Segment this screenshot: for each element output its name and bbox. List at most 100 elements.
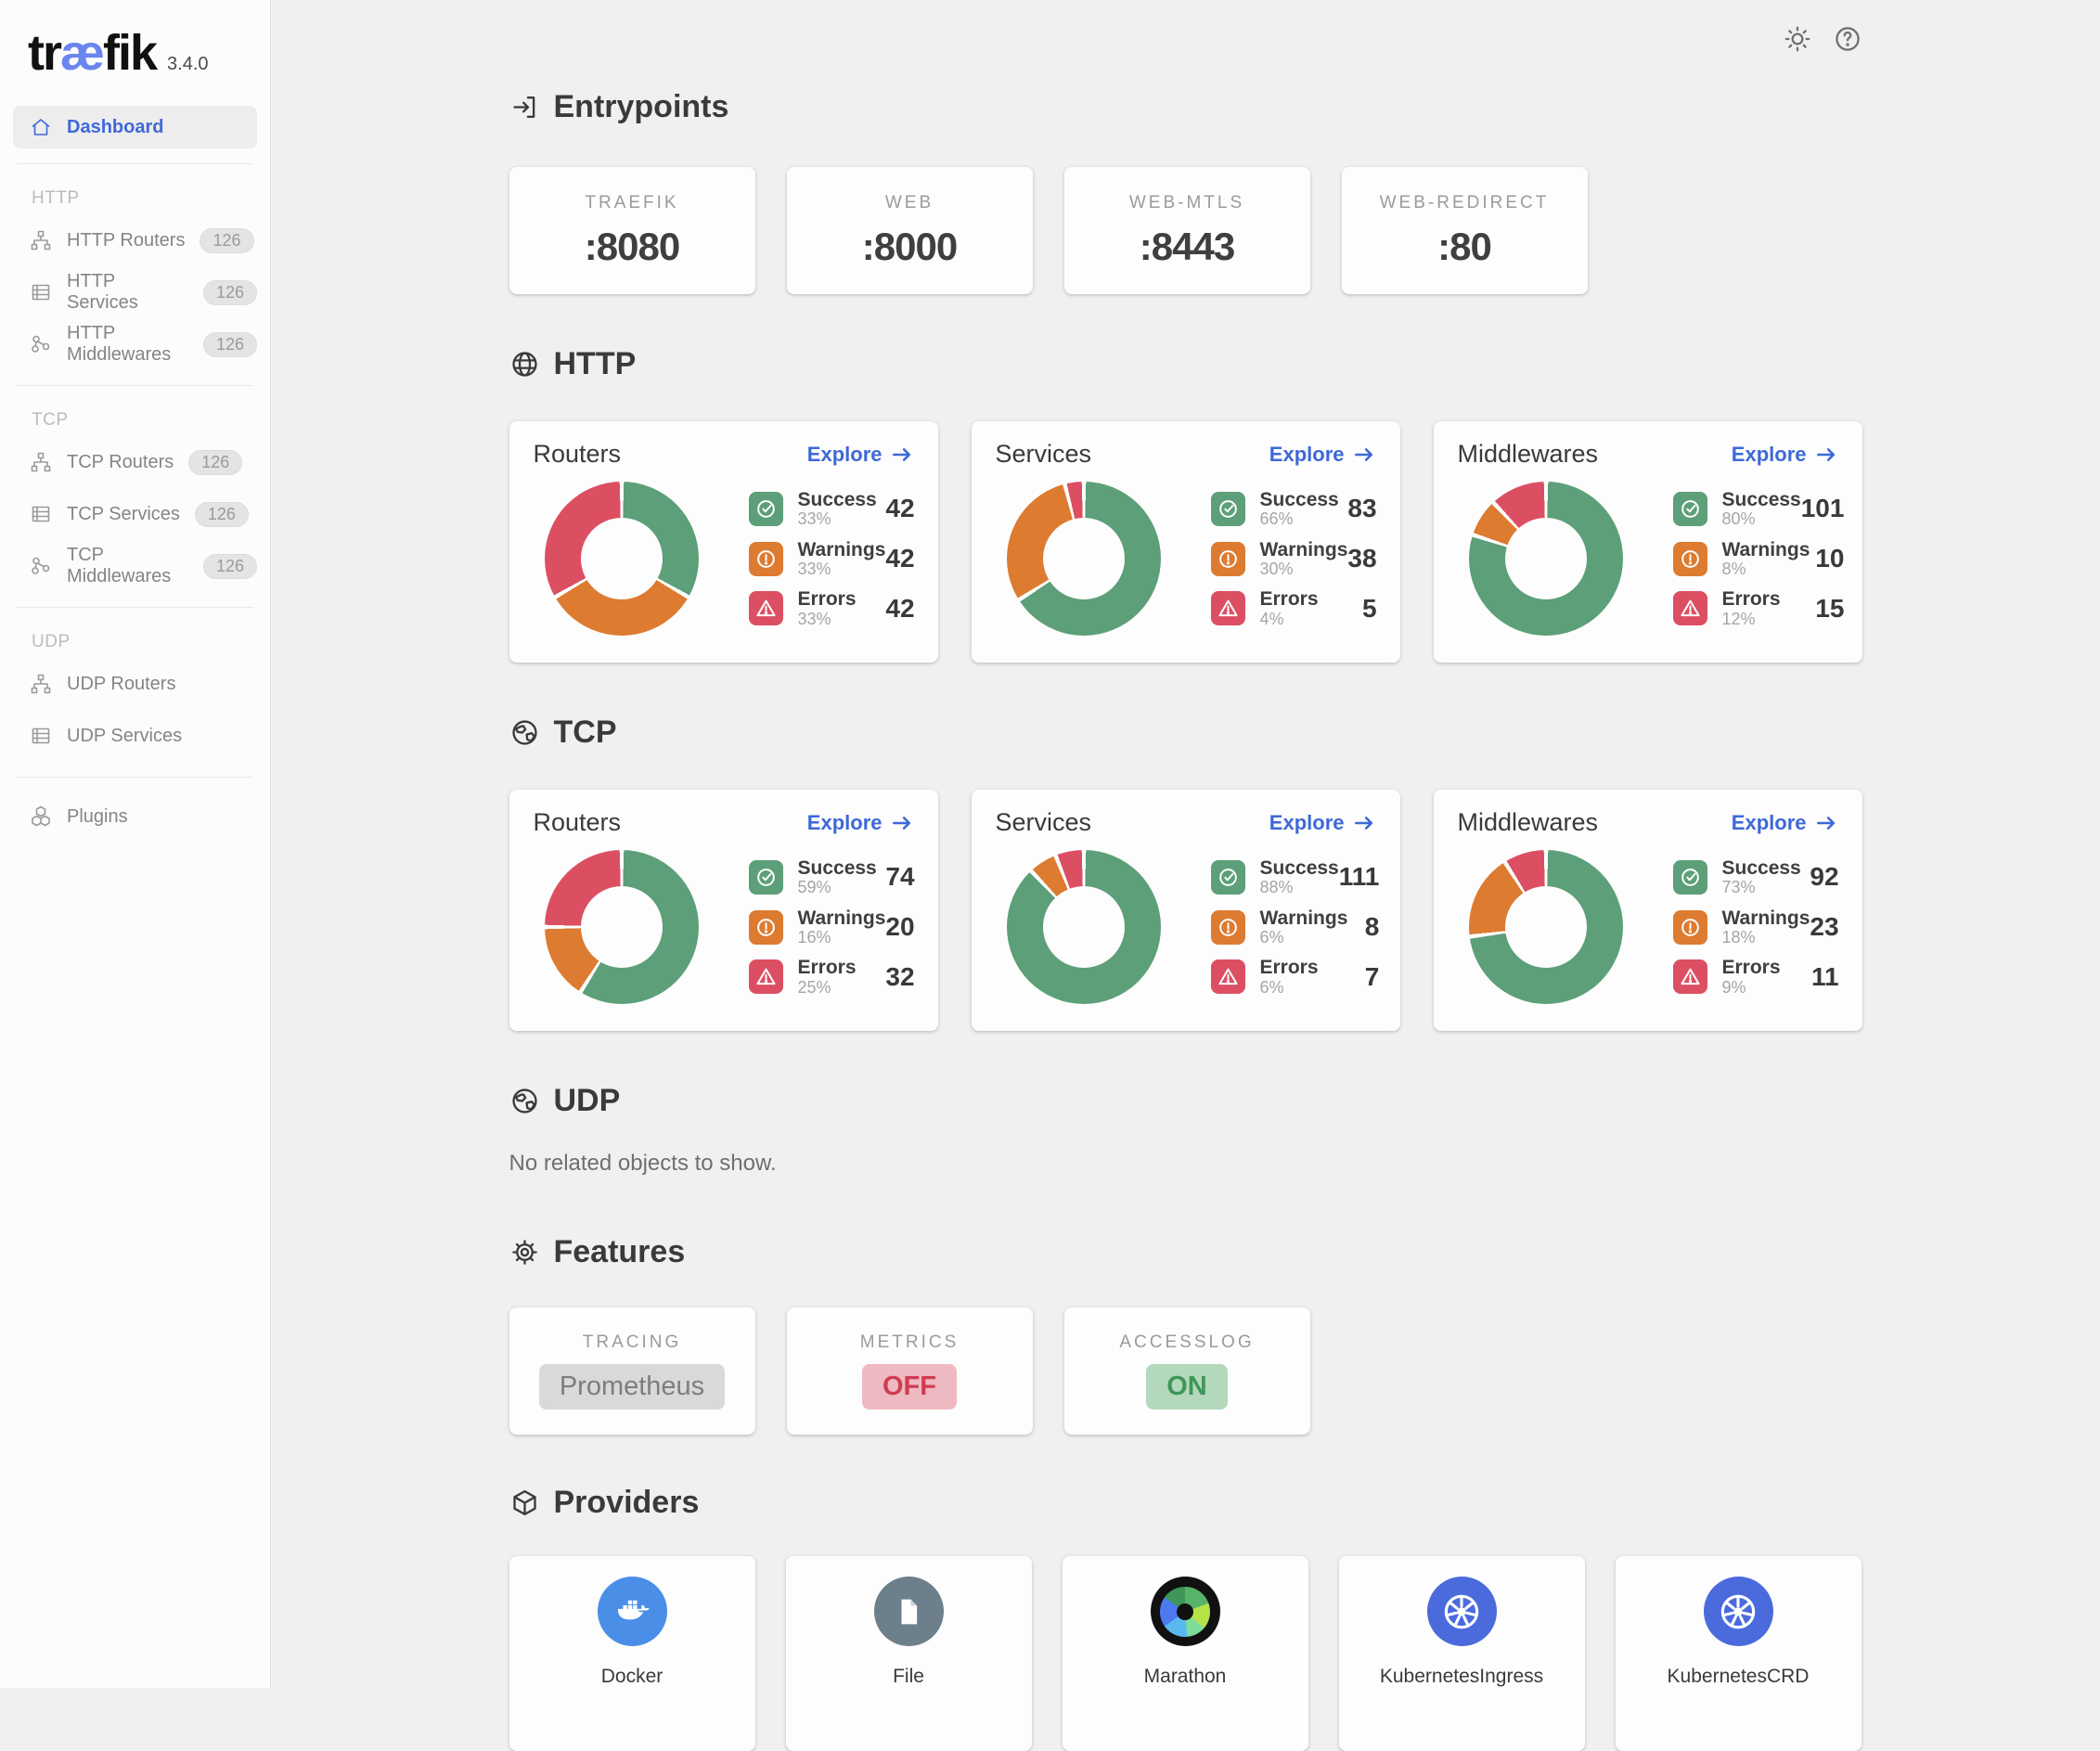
status-donut-chart: [1469, 850, 1623, 1004]
success-icon: [1673, 860, 1707, 895]
http-heading: HTTP: [509, 346, 1862, 382]
sidebar-group-http: HTTP: [13, 164, 257, 214]
status-legend: Success 33% 42 Warnings 33% 42: [749, 490, 921, 628]
traefik-logo: træfik: [28, 24, 156, 82]
arrow-right-icon: [1814, 811, 1838, 835]
provider-card-file: File: [786, 1556, 1032, 1751]
warning-icon: [1673, 542, 1707, 576]
arrow-right-icon: [890, 811, 914, 835]
feature-card-tracing: TRACING Prometheus: [509, 1307, 755, 1435]
sidebar-item-tcp-services[interactable]: TCP Services 126: [13, 488, 257, 540]
legend-row-error: Errors 9% 11: [1673, 958, 1845, 996]
legend-row-success: Success 80% 101: [1673, 490, 1850, 528]
tcp-routers-card: Routers Explore Success 59% 74: [509, 790, 938, 1031]
home-icon: [30, 116, 52, 138]
warning-icon: [1211, 542, 1245, 576]
explore-link[interactable]: Explore: [807, 811, 914, 835]
legend-row-warning: Warnings 6% 8: [1211, 908, 1385, 946]
card-title: Routers: [534, 440, 622, 469]
warning-icon: [749, 910, 783, 945]
status-legend: Success 66% 83 Warnings 30% 38: [1211, 490, 1383, 628]
tcp-middlewares-card: Middlewares Explore Success 73% 92: [1434, 790, 1862, 1031]
sidebar-item-udp-services[interactable]: UDP Services: [13, 710, 257, 762]
sidebar-item-plugins[interactable]: Plugins: [13, 791, 257, 843]
package-icon: [509, 1487, 540, 1518]
app-logo: træfik 3.4.0: [0, 0, 270, 82]
success-icon: [749, 860, 783, 895]
routers-icon: [30, 451, 52, 473]
sidebar-item-tcp-middlewares[interactable]: TCP Middlewares 126: [13, 540, 257, 592]
http-routers-card: Routers Explore Success 33% 42: [509, 421, 938, 663]
count-badge: 126: [203, 280, 257, 305]
providers-heading: Providers: [509, 1485, 1862, 1521]
error-icon: [1673, 959, 1707, 994]
explore-link[interactable]: Explore: [807, 443, 914, 467]
count-badge: 126: [195, 502, 249, 527]
warning-icon: [1211, 910, 1245, 945]
legend-row-success: Success 33% 42: [749, 490, 921, 528]
middlewares-icon: [30, 333, 52, 355]
topbar-icons: [1783, 24, 1862, 54]
explore-link[interactable]: Explore: [1732, 811, 1838, 835]
entrypoints-heading: Entrypoints: [509, 0, 1862, 125]
provider-card-docker: Docker: [509, 1556, 755, 1751]
sidebar-group-udp: UDP: [13, 608, 257, 658]
arrow-right-icon: [890, 443, 914, 467]
entrypoint-card-web: WEB :8000: [787, 167, 1033, 294]
legend-row-error: Errors 4% 5: [1211, 589, 1383, 627]
sidebar-item-http-services[interactable]: HTTP Services 126: [13, 266, 257, 318]
explore-link[interactable]: Explore: [1269, 443, 1376, 467]
routers-icon: [30, 229, 52, 251]
services-icon: [30, 503, 52, 525]
sidebar-item-udp-routers[interactable]: UDP Routers: [13, 658, 257, 710]
sidebar-item-dashboard[interactable]: Dashboard: [13, 106, 257, 148]
services-icon: [30, 281, 52, 303]
count-badge: 126: [200, 228, 253, 253]
provider-card-marathon: Marathon: [1063, 1556, 1308, 1751]
http-middlewares-card: Middlewares Explore Success 80% 101: [1434, 421, 1862, 663]
sidebar-group-tcp: TCP: [13, 386, 257, 436]
success-icon: [749, 492, 783, 526]
legend-row-success: Success 88% 111: [1211, 858, 1385, 896]
explore-link[interactable]: Explore: [1269, 811, 1376, 835]
entrypoint-card-web-redirect: WEB-REDIRECT :80: [1342, 167, 1588, 294]
error-icon: [749, 959, 783, 994]
feature-value-badge: Prometheus: [539, 1364, 725, 1410]
sidebar-item-tcp-routers[interactable]: TCP Routers 126: [13, 436, 257, 488]
arrow-right-icon: [1352, 443, 1376, 467]
entrypoint-port: :8080: [585, 225, 679, 269]
legend-row-error: Errors 33% 42: [749, 589, 921, 627]
middlewares-icon: [30, 555, 52, 577]
feature-value-badge: ON: [1146, 1364, 1228, 1410]
provider-card-kubernetesingress: KubernetesIngress: [1339, 1556, 1585, 1751]
legend-row-error: Errors 12% 15: [1673, 589, 1850, 627]
services-icon: [30, 725, 52, 747]
error-icon: [1211, 591, 1245, 625]
success-icon: [1211, 860, 1245, 895]
error-icon: [1673, 591, 1707, 625]
globe-alt-icon: [509, 1086, 540, 1116]
entrypoint-port: :8000: [862, 225, 957, 269]
tcp-heading: TCP: [509, 715, 1862, 751]
error-icon: [1211, 959, 1245, 994]
card-title: Services: [996, 808, 1092, 837]
legend-row-success: Success 59% 74: [749, 858, 921, 896]
status-donut-chart: [1469, 482, 1623, 636]
file-document-icon: [874, 1577, 944, 1646]
gear-icon: [509, 1237, 540, 1268]
theme-toggle-sun-icon[interactable]: [1783, 24, 1812, 54]
warning-icon: [749, 542, 783, 576]
provider-card-kubernetescrd: KubernetesCRD: [1616, 1556, 1862, 1751]
help-question-icon[interactable]: [1833, 24, 1862, 54]
status-donut-chart: [545, 850, 699, 1004]
legend-row-warning: Warnings 18% 23: [1673, 908, 1845, 946]
main-area: Entrypoints TRAEFIK :8080 WEB :8000 WEB-…: [271, 0, 2100, 1688]
kubernetes-wheel-icon: [1427, 1577, 1497, 1646]
entrypoint-port: :80: [1437, 225, 1491, 269]
explore-link[interactable]: Explore: [1732, 443, 1838, 467]
sidebar-item-http-middlewares[interactable]: HTTP Middlewares 126: [13, 318, 257, 370]
routers-icon: [30, 673, 52, 695]
sidebar-item-http-routers[interactable]: HTTP Routers 126: [13, 214, 257, 266]
entrypoint-card-web-mtls: WEB-MTLS :8443: [1064, 167, 1310, 294]
success-icon: [1673, 492, 1707, 526]
